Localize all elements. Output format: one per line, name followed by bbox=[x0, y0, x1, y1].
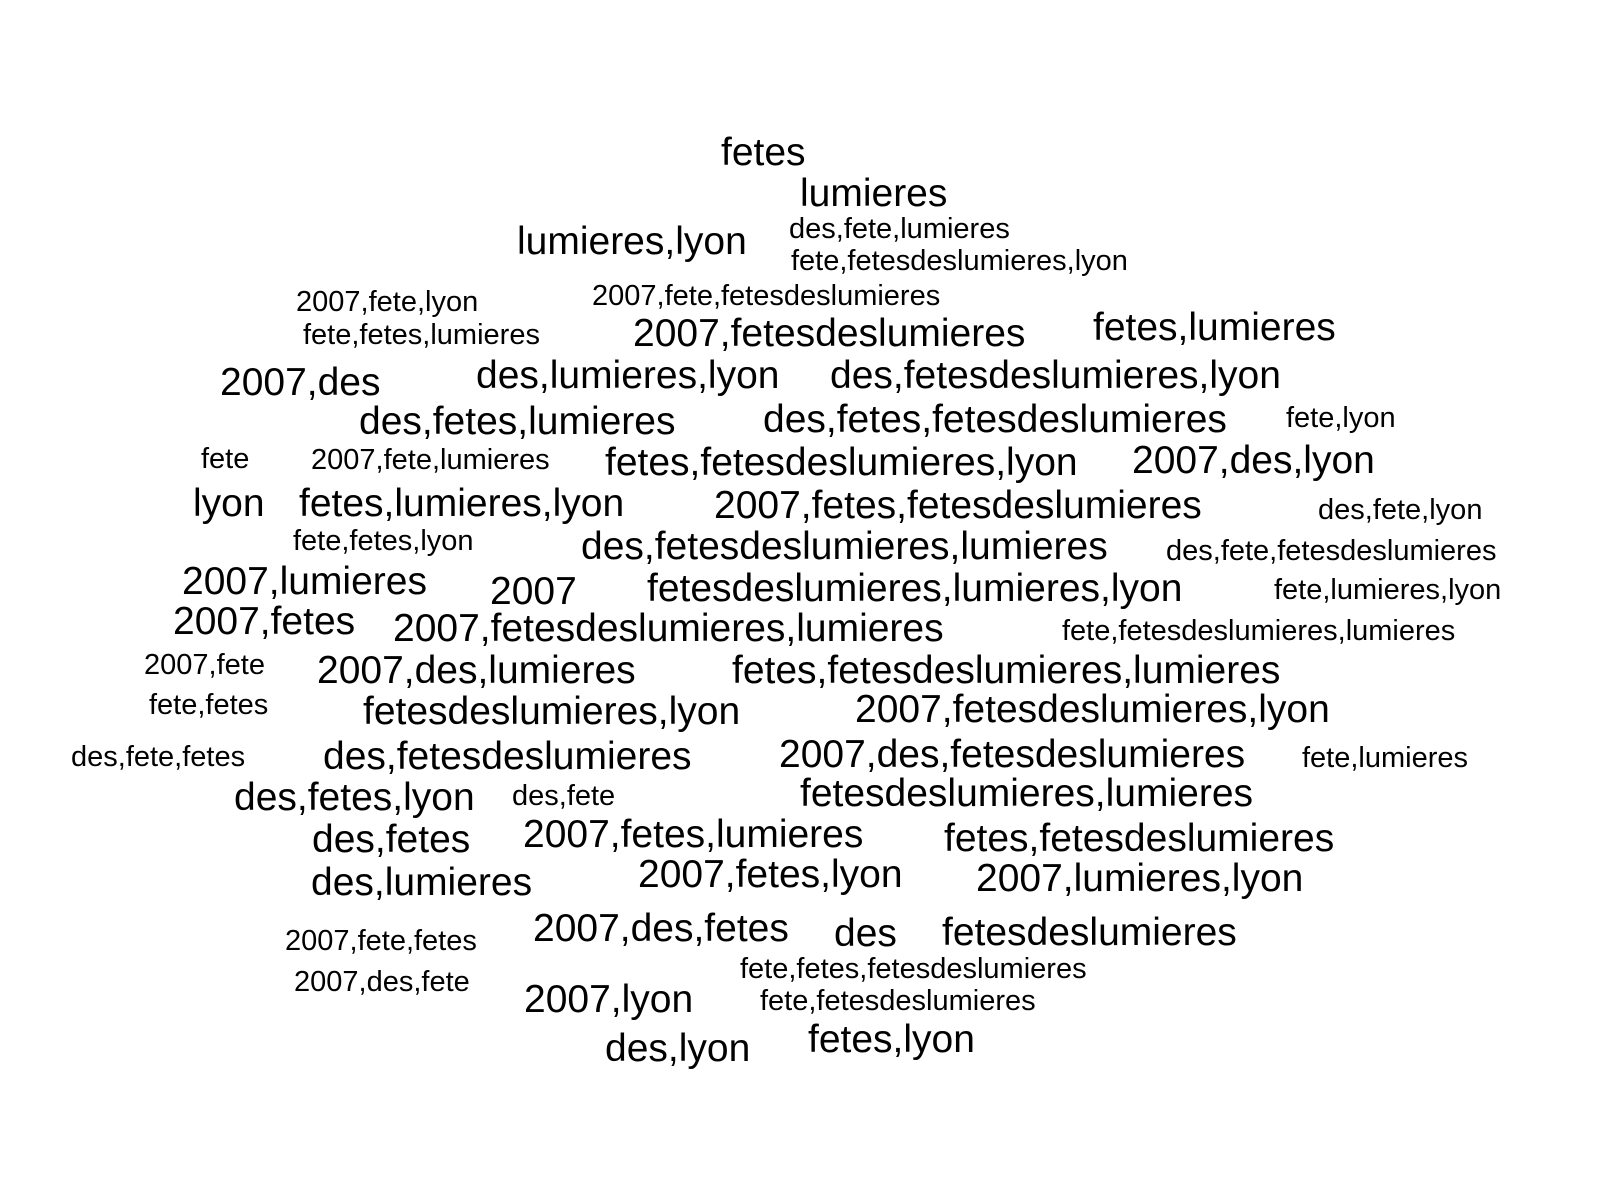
word-des-fete-fetesdeslumieres: des,fete,fetesdeslumieres bbox=[1166, 535, 1497, 567]
word-2007-fetes-lumieres: 2007,fetes,lumieres bbox=[523, 813, 864, 856]
word-lumieres: lumieres bbox=[800, 172, 948, 215]
word-fetesdeslumieres: fetesdeslumieres bbox=[942, 911, 1237, 954]
word-des-fete: des,fete bbox=[512, 780, 616, 812]
word-2007-des: 2007,des bbox=[220, 361, 381, 404]
word-des-lyon: des,lyon bbox=[605, 1027, 751, 1070]
word-fetesdeslumieres-lumieres: fetesdeslumieres,lumieres bbox=[800, 772, 1254, 815]
word-2007-lyon: 2007,lyon bbox=[524, 978, 694, 1021]
word-fete-fetes-fetesdeslumieres: fete,fetes,fetesdeslumieres bbox=[740, 953, 1087, 985]
word-fetes-fetesdeslumieres: fetes,fetesdeslumieres bbox=[944, 817, 1335, 860]
word-des-fetes-lumieres: des,fetes,lumieres bbox=[359, 400, 676, 443]
word-2007-des-fetes: 2007,des,fetes bbox=[533, 907, 789, 950]
word-des-fete-lumieres: des,fete,lumieres bbox=[789, 213, 1010, 245]
word-2007-des-lumieres: 2007,des,lumieres bbox=[317, 649, 636, 692]
word-2007-des-fete: 2007,des,fete bbox=[294, 966, 470, 998]
word-2007-fetesdeslumieres-lumieres: 2007,fetesdeslumieres,lumieres bbox=[393, 607, 944, 650]
word-fete-fetesdeslumieres: fete,fetesdeslumieres bbox=[760, 985, 1036, 1017]
word-2007-des-fetesdeslumieres: 2007,des,fetesdeslumieres bbox=[779, 733, 1246, 776]
word-des-fetes: des,fetes bbox=[312, 818, 471, 861]
word-2007-fetes-fetesdeslumieres: 2007,fetes,fetesdeslumieres bbox=[714, 484, 1202, 527]
word-2007-fetesdeslumieres: 2007,fetesdeslumieres bbox=[633, 312, 1026, 355]
word-des-fetesdeslumieres-lyon: des,fetesdeslumieres,lyon bbox=[830, 354, 1281, 397]
word-2007-fetes: 2007,fetes bbox=[173, 600, 356, 643]
word-2007-fete-fetes: 2007,fete,fetes bbox=[285, 925, 477, 957]
word-fetes-lumieres-lyon: fetes,lumieres,lyon bbox=[299, 482, 625, 525]
word-lyon: lyon bbox=[193, 482, 265, 525]
word-2007-lumieres: 2007,lumieres bbox=[182, 560, 427, 603]
word-2007-fete: 2007,fete bbox=[144, 649, 265, 681]
word-2007: 2007 bbox=[490, 570, 577, 613]
word-fetes-fetesdeslumieres-lyon: fetes,fetesdeslumieres,lyon bbox=[605, 441, 1078, 484]
word-fetes-lumieres: fetes,lumieres bbox=[1093, 306, 1336, 349]
word-2007-fetes-lyon: 2007,fetes,lyon bbox=[638, 853, 903, 896]
word-fetesdeslumieres-lyon: fetesdeslumieres,lyon bbox=[363, 690, 741, 733]
word-2007-lumieres-lyon: 2007,lumieres,lyon bbox=[976, 857, 1304, 900]
word-fete-lumieres-lyon: fete,lumieres,lyon bbox=[1274, 574, 1502, 606]
word-des-fetesdeslumieres: des,fetesdeslumieres bbox=[323, 735, 692, 778]
word-fete-fetesdeslumieres-lumieres: fete,fetesdeslumieres,lumieres bbox=[1062, 615, 1456, 647]
word-des-fete-fetes: des,fete,fetes bbox=[71, 741, 246, 773]
word-fete-fetes: fete,fetes bbox=[149, 689, 269, 721]
word-lumieres-lyon: lumieres,lyon bbox=[517, 220, 747, 263]
word-fetes-lyon: fetes,lyon bbox=[808, 1018, 975, 1061]
word-des-fetes-fetesdeslumieres: des,fetes,fetesdeslumieres bbox=[763, 398, 1227, 441]
word-des-fete-lyon: des,fete,lyon bbox=[1318, 494, 1483, 526]
word-fete-lyon: fete,lyon bbox=[1286, 402, 1396, 434]
word-2007-fete-lyon: 2007,fete,lyon bbox=[296, 286, 479, 318]
word-fete-fetes-lumieres: fete,fetes,lumieres bbox=[303, 319, 540, 351]
word-fetes: fetes bbox=[721, 131, 806, 174]
word-des-lumieres: des,lumieres bbox=[311, 861, 533, 904]
word-2007-fetesdeslumieres-lyon: 2007,fetesdeslumieres,lyon bbox=[855, 688, 1330, 731]
word-fete-fetes-lyon: fete,fetes,lyon bbox=[293, 525, 474, 557]
word-des-fetes-lyon: des,fetes,lyon bbox=[234, 776, 475, 819]
word-2007-fete-lumieres: 2007,fete,lumieres bbox=[311, 444, 550, 476]
word-des-fetesdeslumieres-lumieres: des,fetesdeslumieres,lumieres bbox=[581, 525, 1108, 568]
word-fetesdeslumieres-lumieres-lyon: fetesdeslumieres,lumieres,lyon bbox=[647, 567, 1183, 610]
word-2007-des-lyon: 2007,des,lyon bbox=[1132, 439, 1375, 482]
word-fetes-fetesdeslumieres-lumieres: fetes,fetesdeslumieres,lumieres bbox=[732, 649, 1281, 692]
word-2007-fete-fetesdeslumieres: 2007,fete,fetesdeslumieres bbox=[592, 280, 941, 312]
word-fete: fete bbox=[201, 443, 250, 475]
word-des: des bbox=[834, 912, 897, 955]
word-fete-fetesdeslumieres-lyon: fete,fetesdeslumieres,lyon bbox=[791, 245, 1128, 277]
word-des-lumieres-lyon: des,lumieres,lyon bbox=[476, 354, 780, 397]
word-fete-lumieres: fete,lumieres bbox=[1302, 742, 1469, 774]
